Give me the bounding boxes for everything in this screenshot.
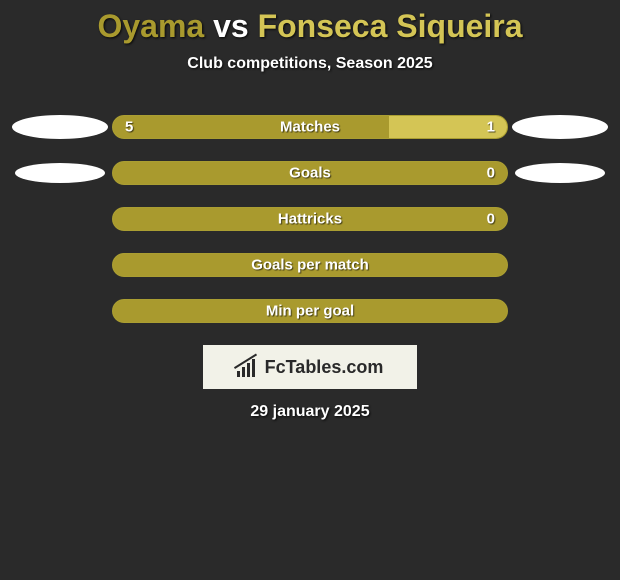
stat-bar: Goals per match: [112, 253, 508, 277]
stat-label: Goals: [113, 165, 507, 182]
right-player-badge: [512, 115, 608, 139]
stat-right-value: 0: [487, 211, 495, 228]
stat-bar: Hattricks0: [112, 207, 508, 231]
stat-label: Goals per match: [113, 257, 507, 274]
left-player-badge: [12, 115, 108, 139]
right-player-badge: [515, 163, 605, 183]
page-title: Oyama vs Fonseca Siqueira: [0, 0, 620, 45]
subtitle: Club competitions, Season 2025: [0, 55, 620, 73]
comparison-chart: Matches51Goals0Hattricks0Goals per match…: [0, 115, 620, 323]
left-player-badge: [15, 163, 105, 183]
stat-row: Goals per match: [8, 253, 612, 277]
logo-box: FcTables.com: [203, 345, 417, 389]
stat-label: Matches: [113, 119, 507, 136]
stat-right-value: 1: [487, 119, 495, 136]
title-vs: vs: [213, 8, 249, 44]
left-badge-slot: [8, 163, 112, 183]
stat-right-value: 0: [487, 165, 495, 182]
right-badge-slot: [508, 115, 612, 139]
right-badge-slot: [508, 163, 612, 183]
stat-bar: Goals0: [112, 161, 508, 185]
title-right-player: Fonseca Siqueira: [258, 8, 523, 44]
stat-left-value: 5: [125, 119, 133, 136]
stat-label: Min per goal: [113, 303, 507, 320]
stat-bar: Matches5 1: [112, 115, 508, 139]
stat-row: Matches5 1: [8, 115, 612, 139]
logo-chart-icon: [237, 357, 261, 377]
logo: FcTables.com: [237, 357, 384, 378]
stat-row: Min per goal: [8, 299, 612, 323]
footer-date: 29 january 2025: [0, 403, 620, 421]
left-badge-slot: [8, 115, 112, 139]
stat-bar: Min per goal: [112, 299, 508, 323]
stat-label: Hattricks: [113, 211, 507, 228]
stat-row: Hattricks0: [8, 207, 612, 231]
logo-text: FcTables.com: [265, 357, 384, 378]
title-left-player: Oyama: [97, 8, 204, 44]
stat-row: Goals0: [8, 161, 612, 185]
